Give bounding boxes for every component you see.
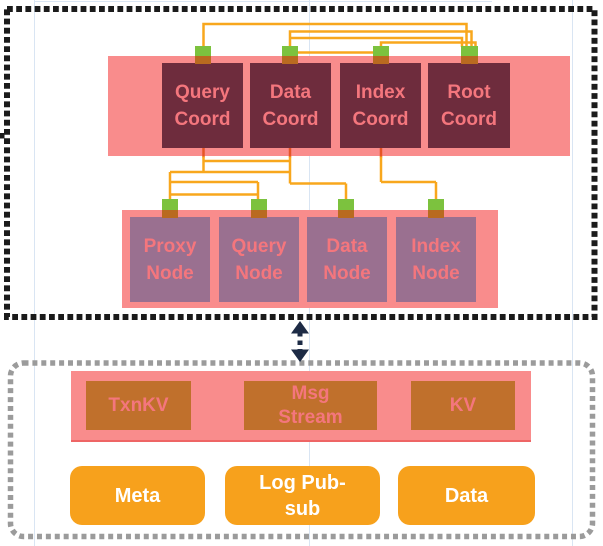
slide-guide-vertical-right — [572, 0, 573, 546]
node-band: Proxy Node Query Node Data Node Index No… — [122, 210, 498, 308]
service-box-txnkv: TxnKV — [86, 381, 191, 430]
slide-guide-horizontal-top — [34, 1, 492, 2]
node-box-label: Index Node — [411, 235, 461, 284]
connector-pin-stem — [251, 210, 267, 218]
node-box-label: Query Node — [231, 235, 287, 284]
connector-pin-green — [251, 199, 267, 210]
connector-pin-stem — [195, 56, 211, 64]
border-tick — [0, 133, 5, 139]
node-box-label: Proxy Node — [143, 235, 197, 284]
service-box-label: Msg Stream — [278, 382, 343, 428]
node-box-label: Data Node — [323, 235, 371, 284]
coord-box-label: Root Coord — [441, 81, 497, 130]
connector-pin-green — [162, 199, 178, 210]
store-box-label: Log Pub-sub — [259, 471, 346, 520]
coord-box-data-coord: Data Coord — [250, 63, 331, 148]
layer-link-arrow-icon — [291, 321, 309, 362]
connector-pin-stem — [461, 56, 478, 64]
storage-band: TxnKV Msg Stream KV — [71, 371, 531, 442]
coord-box-query-coord: Query Coord — [162, 63, 243, 148]
node-box-data-node: Data Node — [307, 217, 387, 302]
coord-box-label: Data Coord — [262, 81, 319, 130]
connector-pin-stem — [428, 210, 444, 218]
service-box-kv: KV — [411, 381, 515, 430]
service-box-label: KV — [449, 394, 477, 416]
connector-pin-green — [428, 199, 444, 210]
coordinator-mesh-links — [202, 22, 477, 54]
slide-guide-vertical-left — [34, 0, 35, 546]
store-box-label: Meta — [114, 484, 161, 507]
connector-pin-green — [338, 199, 354, 210]
connector-pin-stem — [282, 56, 298, 64]
node-box-proxy-node: Proxy Node — [130, 217, 210, 302]
service-box-msg-stream: Msg Stream — [244, 381, 377, 430]
store-box-meta: Meta — [70, 466, 205, 525]
connector-pin-stem — [162, 210, 178, 218]
coord-box-index-coord: Index Coord — [340, 63, 421, 148]
coord-box-label: Index Coord — [352, 81, 409, 130]
store-box-label: Data — [444, 484, 489, 507]
coordinator-node-links — [168, 156, 438, 201]
store-box-log-pubsub: Log Pub-sub — [225, 466, 380, 525]
connector-pin-stem — [338, 210, 354, 218]
node-box-query-node: Query Node — [219, 217, 299, 302]
coord-box-label: Query Coord — [174, 81, 231, 130]
connector-pin-stem — [373, 56, 389, 64]
service-box-label: TxnKV — [108, 394, 169, 416]
coord-box-root-coord: Root Coord — [428, 63, 510, 148]
coordinator-band: Query Coord Data Coord Index Coord Root … — [108, 56, 570, 156]
store-box-data: Data — [398, 466, 535, 525]
node-box-index-node: Index Node — [396, 217, 476, 302]
